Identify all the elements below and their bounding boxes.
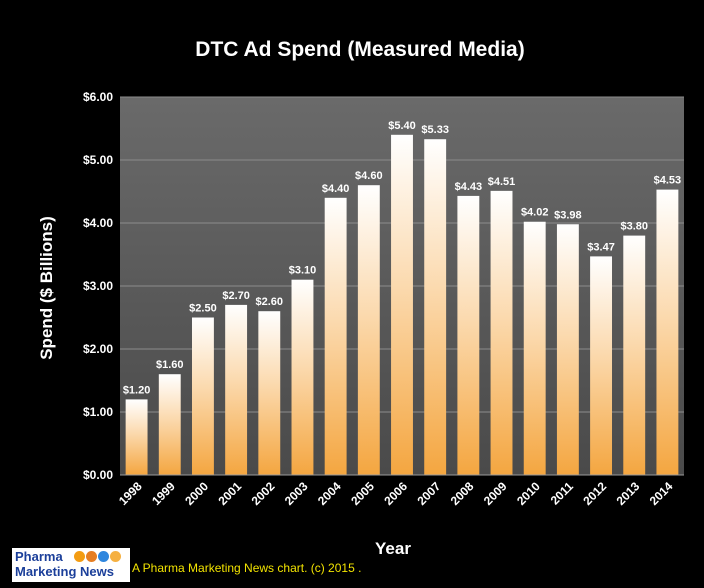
data-label: $5.40 bbox=[388, 120, 416, 132]
bar-2001 bbox=[225, 304, 248, 475]
data-label: $1.20 bbox=[123, 384, 151, 396]
data-label: $3.47 bbox=[587, 241, 615, 253]
pharma-marketing-news-logo: Pharma Marketing News bbox=[12, 548, 130, 582]
x-tick-label: 2013 bbox=[614, 479, 643, 508]
logo-dot bbox=[74, 551, 85, 562]
bar-2014 bbox=[656, 189, 679, 476]
x-tick-label: 2010 bbox=[514, 479, 543, 508]
y-tick-label: $4.00 bbox=[83, 216, 113, 230]
data-label: $4.60 bbox=[355, 170, 383, 182]
y-axis-ticks: $0.00 $1.00 $2.00 $3.00 $4.00 $5.00 $6.00 bbox=[83, 90, 113, 482]
bar-2013 bbox=[623, 235, 646, 475]
logo-dot bbox=[98, 551, 109, 562]
bars bbox=[125, 134, 679, 476]
y-tick-label: $5.00 bbox=[83, 153, 113, 167]
bar-2008 bbox=[457, 195, 480, 475]
x-tick-label: 2011 bbox=[548, 479, 577, 508]
bar-2011 bbox=[556, 224, 579, 475]
logo-dots-icon bbox=[74, 551, 122, 569]
data-label: $3.80 bbox=[620, 221, 648, 233]
x-tick-label: 2004 bbox=[315, 479, 344, 508]
y-axis-label: Spend ($ Billions) bbox=[37, 216, 56, 360]
x-tick-label: 2014 bbox=[647, 479, 676, 508]
x-tick-label: 2006 bbox=[381, 479, 410, 508]
x-tick-label: 2005 bbox=[348, 479, 377, 508]
logo-line1: Pharma bbox=[15, 549, 63, 564]
y-tick-label: $6.00 bbox=[83, 90, 113, 104]
x-tick-label: 2000 bbox=[182, 479, 211, 508]
x-tick-label: 2012 bbox=[580, 479, 609, 508]
x-tick-label: 2001 bbox=[215, 479, 244, 508]
bar-2002 bbox=[258, 311, 281, 475]
x-tick-label: 2003 bbox=[282, 479, 311, 508]
bar-2012 bbox=[590, 256, 613, 475]
footer-credit: A Pharma Marketing News chart. (c) 2015 … bbox=[132, 561, 362, 575]
bar-2007 bbox=[424, 139, 447, 475]
data-label: $2.50 bbox=[189, 303, 217, 315]
x-axis-label: Year bbox=[375, 539, 411, 558]
data-labels: $1.20 $1.60 $2.50 $2.70 $2.60 $3.10 $4.40 $4.60… bbox=[123, 120, 681, 397]
bar-2005 bbox=[357, 185, 380, 475]
bar-1998 bbox=[125, 399, 148, 475]
x-tick-label: 2009 bbox=[481, 479, 510, 508]
logo-line2: Marketing News bbox=[15, 564, 114, 579]
logo-dot bbox=[86, 551, 97, 562]
data-label: $4.53 bbox=[654, 175, 682, 187]
bar-1999 bbox=[158, 374, 181, 475]
bar-2000 bbox=[191, 317, 214, 475]
x-tick-label: 2008 bbox=[448, 479, 477, 508]
y-tick-label: $2.00 bbox=[83, 342, 113, 356]
x-tick-label: 2007 bbox=[415, 479, 444, 508]
logo-dot bbox=[110, 551, 121, 562]
bar-2009 bbox=[490, 190, 513, 475]
data-label: $3.98 bbox=[554, 209, 582, 221]
x-tick-label: 1999 bbox=[149, 479, 178, 508]
data-label: $3.10 bbox=[289, 265, 317, 277]
y-tick-label: $1.00 bbox=[83, 405, 113, 419]
x-axis-ticks: 1998 1999 2000 2001 2002 2003 2004 2005 2006 2007… bbox=[116, 479, 676, 508]
data-label: $2.70 bbox=[222, 290, 250, 302]
bar-2004 bbox=[324, 197, 347, 476]
data-label: $4.43 bbox=[455, 181, 483, 193]
data-label: $4.51 bbox=[488, 176, 516, 188]
data-label: $5.33 bbox=[421, 124, 449, 136]
data-label: $4.02 bbox=[521, 207, 549, 219]
x-tick-label: 2002 bbox=[249, 479, 278, 508]
y-tick-label: $3.00 bbox=[83, 279, 113, 293]
x-tick-label: 1998 bbox=[116, 479, 145, 508]
data-label: $1.60 bbox=[156, 359, 184, 371]
chart-title: DTC Ad Spend (Measured Media) bbox=[195, 38, 524, 61]
data-label: $4.40 bbox=[322, 183, 350, 195]
data-label: $2.60 bbox=[256, 296, 284, 308]
bar-2003 bbox=[291, 279, 314, 475]
bar-2010 bbox=[523, 221, 546, 475]
bar-2006 bbox=[391, 134, 413, 476]
y-tick-label: $0.00 bbox=[83, 468, 113, 482]
